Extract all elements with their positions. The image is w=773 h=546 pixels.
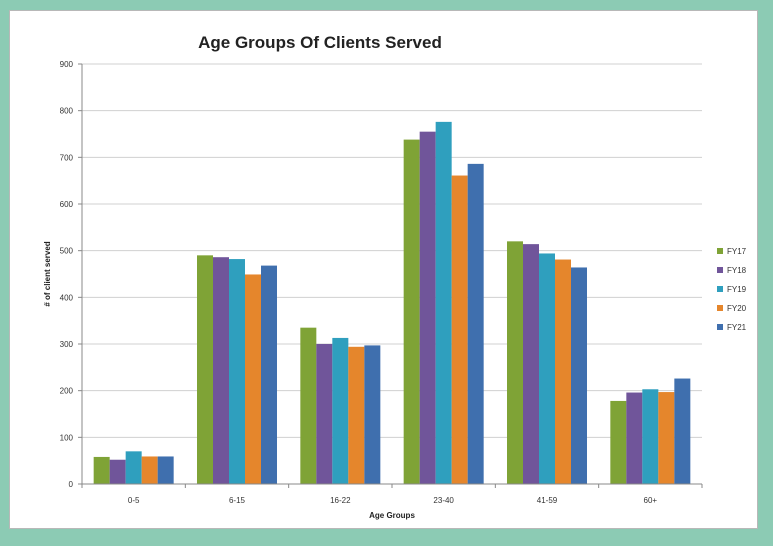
bar-fy21-5 [674, 378, 691, 484]
legend-swatch-fy18 [717, 267, 723, 273]
bar-fy18-1 [213, 257, 229, 484]
bar-fy18-3 [419, 131, 436, 484]
bar-fy21-4 [571, 267, 587, 484]
y-tick-label: 600 [60, 200, 74, 209]
bar-fy19-3 [435, 121, 452, 484]
x-tick-label: 6-15 [229, 496, 246, 505]
gridlines [82, 63, 702, 438]
bar-fy20-2 [348, 346, 365, 484]
bar-fy20-5 [658, 392, 675, 484]
y-axis-ticks: 0 100 200 300 400 500 600 700 800 900 [60, 60, 82, 489]
bar-fy20-3 [451, 175, 468, 485]
x-tick-label: 60+ [644, 496, 658, 505]
legend-label-fy21: FY21 [727, 323, 747, 332]
x-axis-label: Age Groups [369, 511, 415, 520]
bar-fy21-0 [157, 456, 174, 484]
bar-fy19-2 [332, 337, 349, 484]
x-tick-label: 16-22 [330, 496, 351, 505]
bars [93, 121, 691, 485]
bar-fy17-3 [403, 139, 420, 484]
y-tick-label: 700 [60, 153, 74, 162]
y-tick-label: 400 [60, 293, 74, 302]
legend-label-fy17: FY17 [727, 247, 747, 256]
chart-frame: Age Groups Of Clients Served 0 100 200 300 4… [9, 10, 758, 529]
bar-fy21-3 [467, 163, 484, 484]
x-tick-label: 23-40 [433, 496, 454, 505]
x-axis-ticks: 0-5 6-15 16-22 23-40 41-59 60+ [81, 484, 703, 505]
y-tick-label: 100 [60, 433, 74, 442]
bar-fy19-4 [539, 253, 555, 484]
legend: FY17 FY18 FY19 FY20 FY21 [717, 247, 747, 332]
bar-fy17-1 [197, 255, 213, 484]
legend-swatch-fy21 [717, 324, 723, 330]
legend-swatch-fy20 [717, 305, 723, 311]
bar-chart: Age Groups Of Clients Served 0 100 200 300 4… [43, 33, 747, 520]
y-tick-label: 500 [60, 247, 74, 256]
y-axis-label: # of client served [43, 241, 52, 306]
bar-fy20-4 [555, 259, 571, 484]
bar-fy18-0 [109, 459, 126, 484]
bar-fy21-2 [364, 345, 381, 484]
bar-fy18-4 [523, 244, 539, 484]
y-tick-label: 800 [60, 107, 74, 116]
bar-fy19-0 [125, 451, 142, 484]
x-tick-label: 41-59 [537, 496, 558, 505]
y-tick-label: 900 [60, 60, 74, 69]
bar-fy20-1 [245, 274, 261, 484]
bar-fy18-5 [626, 392, 643, 484]
legend-label-fy18: FY18 [727, 266, 747, 275]
bar-fy17-0 [93, 456, 110, 484]
bar-fy21-1 [261, 265, 277, 484]
y-tick-label: 300 [60, 340, 74, 349]
chart-title: Age Groups Of Clients Served [198, 33, 442, 52]
bar-fy18-2 [316, 344, 333, 484]
legend-swatch-fy19 [717, 286, 723, 292]
bar-fy19-1 [229, 259, 245, 484]
x-tick-label: 0-5 [128, 496, 140, 505]
y-tick-label: 0 [69, 480, 74, 489]
legend-swatch-fy17 [717, 248, 723, 254]
bar-fy19-5 [642, 389, 659, 484]
bar-fy20-0 [141, 456, 158, 484]
y-tick-label: 200 [60, 387, 74, 396]
legend-label-fy20: FY20 [727, 304, 747, 313]
bar-fy17-5 [610, 400, 627, 484]
bar-fy17-4 [507, 241, 523, 484]
bar-fy17-2 [300, 327, 317, 484]
legend-label-fy19: FY19 [727, 285, 747, 294]
